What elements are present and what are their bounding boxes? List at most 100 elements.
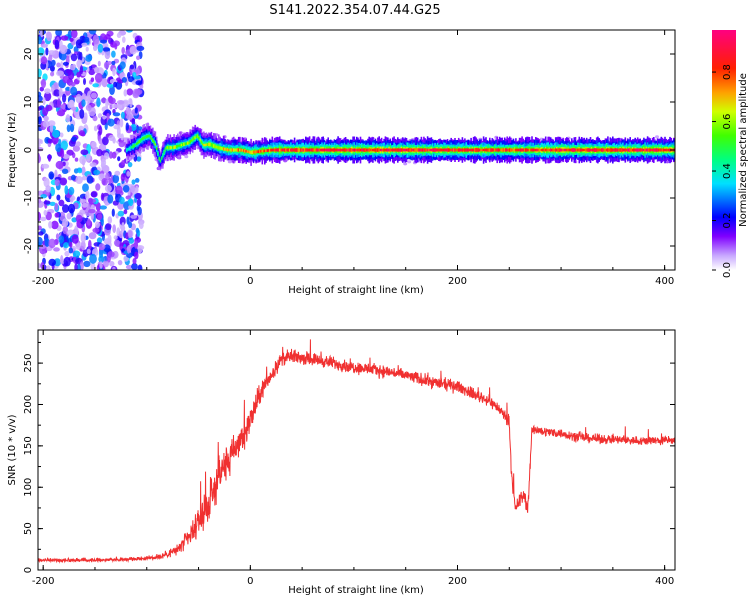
ridge-cell — [318, 148, 321, 152]
ridge-cell — [460, 148, 462, 152]
ridge-cell — [271, 148, 274, 152]
y-tick-label: 0 — [23, 567, 34, 573]
noise-cell — [102, 115, 107, 120]
ridge-cell — [530, 148, 532, 152]
noise-cell — [120, 173, 126, 182]
noise-cell — [68, 186, 75, 196]
noise-cell — [128, 237, 135, 244]
noise-cell — [75, 93, 82, 104]
noise-cell — [97, 213, 103, 221]
noise-cell — [59, 132, 64, 138]
ridge-cell — [397, 148, 399, 152]
ridge-cell — [547, 148, 549, 152]
ridge-cell — [148, 134, 150, 137]
ridge-cell — [462, 148, 465, 152]
ridge-cell — [564, 148, 567, 152]
noise-cell — [51, 59, 56, 67]
ridge-cell — [668, 148, 670, 152]
noise-cell — [126, 88, 134, 96]
ridge-cell — [275, 148, 277, 152]
noise-cell — [122, 185, 130, 193]
noise-cell — [83, 78, 86, 85]
ridge-cell — [615, 148, 618, 152]
ridge-cell — [326, 148, 328, 152]
noise-cell — [85, 46, 89, 52]
noise-cell — [131, 262, 138, 270]
ridge-cell — [195, 134, 198, 139]
noise-cell — [60, 140, 68, 151]
noise-cell — [79, 109, 85, 119]
ridge-cell — [542, 148, 544, 152]
ridge-cell — [296, 148, 298, 152]
ridge-cell — [528, 148, 531, 152]
noise-cell — [102, 136, 109, 146]
y-tick-label: 10 — [23, 96, 34, 109]
ridge-cell — [578, 148, 581, 152]
ridge-cell — [390, 148, 393, 152]
noise-cell — [41, 163, 50, 169]
noise-cell — [38, 106, 42, 111]
ridge-cell — [636, 148, 639, 152]
noise-cell — [69, 197, 74, 203]
ridge-cell — [629, 148, 631, 152]
noise-cell — [92, 227, 100, 233]
noise-cell — [73, 46, 79, 53]
y-tick-label: 250 — [23, 354, 34, 373]
noise-cell — [86, 152, 91, 162]
ridge-cell — [630, 148, 633, 152]
ridge-cell — [295, 148, 297, 152]
ridge-cell — [600, 148, 603, 152]
x-tick-label: 400 — [655, 576, 674, 587]
ridge-cell — [208, 142, 210, 147]
noise-cell — [42, 107, 49, 116]
noise-cell — [61, 103, 66, 110]
noise-cell — [43, 200, 51, 205]
noise-cell — [103, 61, 110, 69]
ridge-cell — [651, 148, 654, 152]
noise-cell — [107, 194, 114, 204]
noise-cell — [59, 177, 68, 186]
ridge-cell — [369, 148, 372, 152]
noise-cell — [54, 179, 60, 187]
ridge-cell — [188, 141, 190, 144]
ridge-cell — [329, 148, 332, 152]
noise-cell — [81, 99, 86, 107]
ridge-cell — [523, 148, 526, 152]
ridge-cell — [521, 148, 523, 152]
ridge-cell — [173, 145, 175, 149]
noise-cell — [121, 222, 125, 231]
ridge-cell — [423, 148, 425, 152]
ridge-cell — [613, 148, 615, 152]
ridge-cell — [261, 149, 264, 153]
noise-cell — [60, 148, 65, 159]
ridge-cell — [384, 148, 387, 152]
ridge-cell — [604, 148, 607, 152]
noise-cell — [62, 218, 69, 228]
ridge-cell — [155, 147, 158, 150]
noise-cell — [138, 221, 144, 229]
ridge-cell — [138, 140, 141, 144]
noise-cell — [112, 67, 116, 77]
ridge-cell — [414, 148, 416, 152]
ridge-cell — [168, 146, 170, 150]
ridge-cell — [498, 148, 501, 152]
noise-cell — [40, 194, 47, 199]
ridge-cell — [224, 147, 226, 151]
ridge-cell — [516, 148, 518, 152]
noise-cell — [74, 225, 79, 236]
noise-cell — [92, 34, 100, 45]
noise-cell — [38, 236, 43, 246]
ridge-cell — [133, 144, 136, 148]
noise-cell — [104, 49, 111, 60]
noise-cell — [121, 47, 125, 55]
y-tick-label: -20 — [23, 238, 34, 254]
noise-cell — [121, 160, 126, 166]
ridge-cell — [431, 148, 434, 152]
noise-cell — [66, 149, 74, 156]
noise-cell — [88, 68, 96, 76]
noise-cell — [58, 199, 65, 207]
ridge-cell — [470, 148, 472, 152]
noise-cell — [127, 162, 133, 168]
